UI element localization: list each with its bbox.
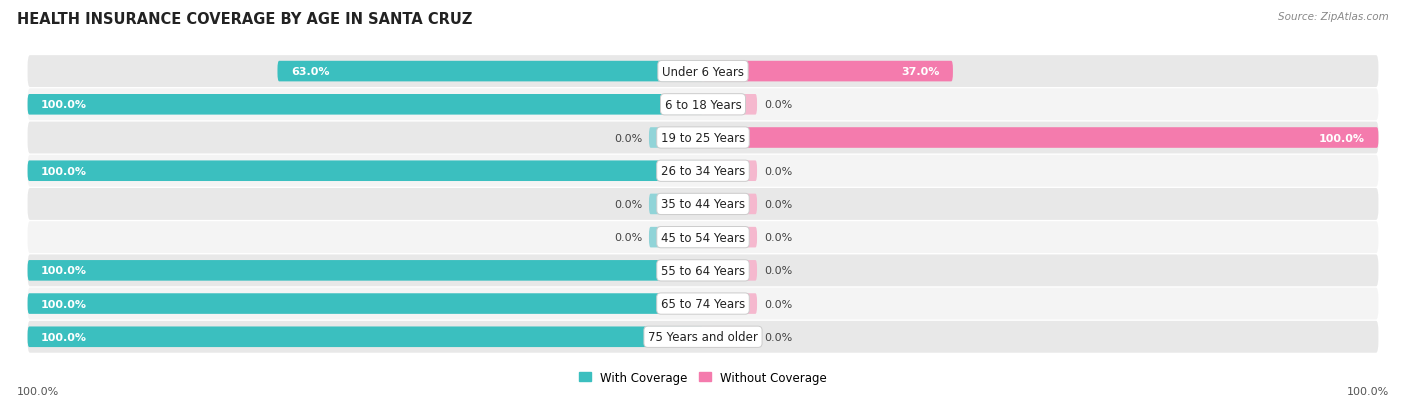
FancyBboxPatch shape: [703, 161, 756, 182]
Text: 63.0%: 63.0%: [291, 67, 329, 77]
FancyBboxPatch shape: [703, 294, 756, 314]
Text: 0.0%: 0.0%: [763, 100, 792, 110]
FancyBboxPatch shape: [28, 188, 1378, 221]
Text: 0.0%: 0.0%: [614, 199, 643, 209]
Text: 0.0%: 0.0%: [763, 166, 792, 176]
Text: 100.0%: 100.0%: [41, 100, 87, 110]
Text: 100.0%: 100.0%: [41, 332, 87, 342]
FancyBboxPatch shape: [28, 155, 1378, 187]
FancyBboxPatch shape: [703, 261, 756, 281]
Text: 37.0%: 37.0%: [901, 67, 939, 77]
FancyBboxPatch shape: [28, 288, 1378, 320]
Text: 100.0%: 100.0%: [41, 299, 87, 309]
Text: 0.0%: 0.0%: [763, 233, 792, 242]
Text: 0.0%: 0.0%: [763, 299, 792, 309]
Text: 0.0%: 0.0%: [614, 133, 643, 143]
Text: 6 to 18 Years: 6 to 18 Years: [665, 99, 741, 112]
Text: 65 to 74 Years: 65 to 74 Years: [661, 297, 745, 310]
Text: 100.0%: 100.0%: [1319, 133, 1365, 143]
Text: 100.0%: 100.0%: [17, 387, 59, 396]
FancyBboxPatch shape: [277, 62, 703, 82]
FancyBboxPatch shape: [650, 194, 703, 215]
Text: 0.0%: 0.0%: [763, 332, 792, 342]
FancyBboxPatch shape: [28, 95, 703, 115]
Text: 55 to 64 Years: 55 to 64 Years: [661, 264, 745, 277]
FancyBboxPatch shape: [650, 227, 703, 248]
FancyBboxPatch shape: [28, 261, 703, 281]
Text: 35 to 44 Years: 35 to 44 Years: [661, 198, 745, 211]
FancyBboxPatch shape: [703, 62, 953, 82]
FancyBboxPatch shape: [703, 227, 756, 248]
Text: Under 6 Years: Under 6 Years: [662, 65, 744, 78]
FancyBboxPatch shape: [28, 56, 1378, 88]
Text: 26 to 34 Years: 26 to 34 Years: [661, 165, 745, 178]
Text: 45 to 54 Years: 45 to 54 Years: [661, 231, 745, 244]
FancyBboxPatch shape: [28, 89, 1378, 121]
FancyBboxPatch shape: [28, 255, 1378, 287]
FancyBboxPatch shape: [28, 161, 703, 182]
Text: 0.0%: 0.0%: [763, 199, 792, 209]
Text: 100.0%: 100.0%: [41, 266, 87, 276]
Text: 75 Years and older: 75 Years and older: [648, 330, 758, 344]
Text: HEALTH INSURANCE COVERAGE BY AGE IN SANTA CRUZ: HEALTH INSURANCE COVERAGE BY AGE IN SANT…: [17, 12, 472, 27]
Text: 0.0%: 0.0%: [614, 233, 643, 242]
FancyBboxPatch shape: [28, 294, 703, 314]
FancyBboxPatch shape: [28, 327, 703, 347]
FancyBboxPatch shape: [703, 128, 1378, 148]
Text: 19 to 25 Years: 19 to 25 Years: [661, 132, 745, 145]
Text: Source: ZipAtlas.com: Source: ZipAtlas.com: [1278, 12, 1389, 22]
Text: 100.0%: 100.0%: [41, 166, 87, 176]
FancyBboxPatch shape: [28, 122, 1378, 154]
Text: 0.0%: 0.0%: [763, 266, 792, 276]
FancyBboxPatch shape: [650, 128, 703, 148]
FancyBboxPatch shape: [703, 95, 756, 115]
FancyBboxPatch shape: [703, 327, 756, 347]
FancyBboxPatch shape: [703, 194, 756, 215]
Legend: With Coverage, Without Coverage: With Coverage, Without Coverage: [574, 366, 832, 389]
FancyBboxPatch shape: [28, 222, 1378, 254]
FancyBboxPatch shape: [28, 321, 1378, 353]
Text: 100.0%: 100.0%: [1347, 387, 1389, 396]
